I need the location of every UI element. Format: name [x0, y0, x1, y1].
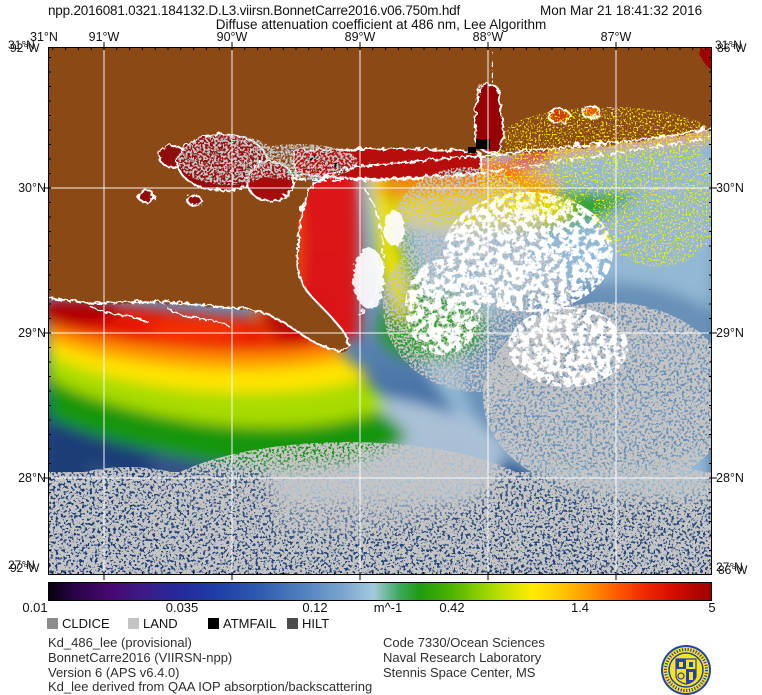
- colorbar: [48, 582, 712, 601]
- cloud-speckle-gray: [48, 135, 712, 575]
- footer-line: Stennis Space Center, MS: [383, 664, 536, 680]
- header-timestamp: Mon Mar 21 18:41:32 2016: [540, 3, 703, 18]
- colorbar-unit-label: m^-1: [373, 600, 403, 615]
- legend-item-cldice: CLDICE: [47, 616, 110, 631]
- legend-label: HILT: [302, 616, 330, 631]
- footer-line: Kd_lee derived from QAA IOP absorption/b…: [48, 679, 373, 695]
- corner-label-top_left: 31°N 92°W: [8, 38, 40, 55]
- legend-swatch: [47, 618, 58, 629]
- lat-tick-label-left: 29°N: [18, 326, 46, 340]
- lon-tick-label: 88°W: [472, 30, 504, 44]
- graticule: [48, 47, 712, 575]
- footer-line: BonnetCarre2016 (VIIRSN-npp): [48, 649, 233, 665]
- lat-tick-label-left: 28°N: [18, 471, 46, 485]
- colorbar-tick-label: 5: [708, 600, 716, 615]
- legend-item-atmfail: ATMFAIL: [208, 616, 276, 631]
- lon-tick-label: 89°W: [344, 30, 376, 44]
- map-figure: [43, 42, 717, 580]
- lat-tick-label-right: 28°N: [716, 471, 744, 485]
- colorbar-tick-label: 0.42: [439, 600, 465, 615]
- header-filename: npp.2016081.0321.184132.D.L3.viirsn.Bonn…: [48, 3, 461, 18]
- legend-item-hilt: HILT: [287, 616, 329, 631]
- yellow-speckle: [478, 107, 712, 267]
- map-border: [48, 47, 712, 575]
- lon-tick-label: 87°W: [600, 30, 632, 44]
- legend-label: ATMFAIL: [223, 616, 277, 631]
- header-subtitle: Diffuse attenuation coefficient at 486 n…: [215, 17, 547, 32]
- colorbar-tick-label: 0.035: [165, 600, 199, 615]
- footer-org-info: Code 7330/Ocean Sciences Naval Research L…: [383, 635, 545, 680]
- footer-line: Code 7330/Ocean Sciences: [383, 635, 545, 650]
- legend-swatch: [287, 618, 298, 629]
- corner-label-top_right: 31°N 86°W: [715, 38, 747, 55]
- colorbar-tick-label: 1.4: [570, 600, 590, 615]
- lat-tick-label-left: 30°N: [18, 181, 46, 195]
- legend-label: LAND: [143, 616, 178, 631]
- colorbar-tick-label: 0.12: [302, 600, 328, 615]
- legend-label: CLDICE: [62, 616, 110, 631]
- legend-swatch: [128, 618, 139, 629]
- mask-legend: CLDICE LAND ATMFAIL HILT: [0, 616, 762, 631]
- corner-label-bottom_left: 27°N 92°W: [8, 558, 40, 575]
- footer-product-info: Kd_486_lee (provisional) BonnetCarre2016 …: [48, 635, 373, 695]
- corner-label-bottom_right: 27°N 86°W: [716, 560, 748, 577]
- colorbar-tick-label: 0.01: [22, 600, 48, 615]
- chandeleur-islands: [355, 186, 383, 316]
- lat-tick-label-right: 29°N: [716, 326, 744, 340]
- footer-line: Naval Research Laboratory: [383, 649, 542, 665]
- lat-tick-label-right: 30°N: [716, 181, 744, 195]
- top-lat-label: 31°N: [30, 30, 58, 44]
- footer-line: Kd_486_lee (provisional): [48, 635, 192, 650]
- footer-line: Version 6 (APS v6.4.0): [48, 664, 180, 680]
- nrl-seal-logo: [661, 645, 711, 695]
- legend-swatch: [208, 618, 219, 629]
- lon-tick-label: 91°W: [88, 30, 120, 44]
- barrier-islands: [289, 134, 712, 181]
- lon-tick-label: 90°W: [216, 30, 248, 44]
- legend-item-land: LAND: [128, 616, 178, 631]
